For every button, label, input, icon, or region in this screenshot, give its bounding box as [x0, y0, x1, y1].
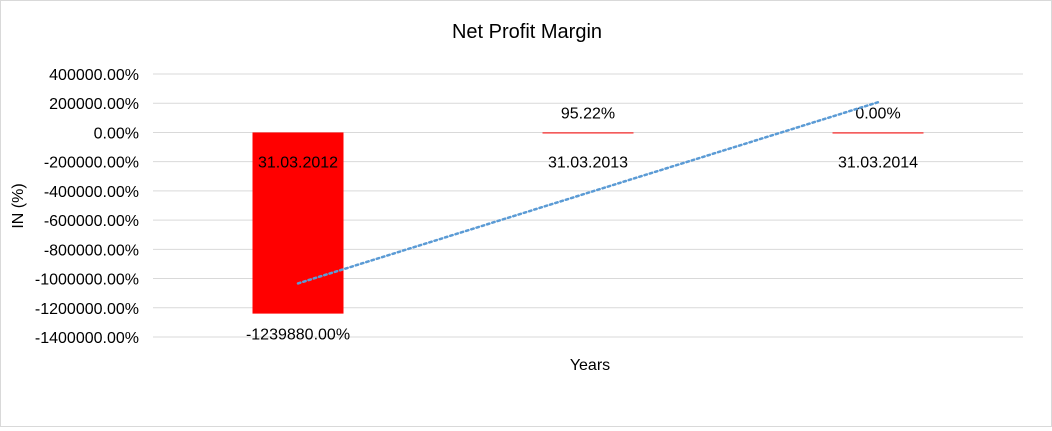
trendline-group — [296, 100, 880, 285]
category-labels: 31.03.2012 31.03.2013 31.03.2014 — [258, 154, 918, 171]
data-label: 0.00% — [855, 105, 900, 122]
data-label: -1239880.00% — [246, 327, 350, 344]
data-label: 95.22% — [561, 105, 615, 122]
chart-title: Net Profit Margin — [452, 21, 602, 43]
category-label: 31.03.2014 — [838, 154, 918, 171]
bar — [832, 132, 924, 134]
y-tick-label: 200000.00% — [49, 96, 139, 113]
y-tick-label: -200000.00% — [44, 155, 139, 172]
category-label: 31.03.2012 — [258, 154, 338, 171]
y-tick-label: -800000.00% — [44, 242, 139, 259]
y-tick-label: -1000000.00% — [35, 272, 139, 289]
y-axis-ticks: 400000.00% 200000.00% 0.00% -200000.00% -400… — [35, 67, 139, 347]
y-tick-label: -600000.00% — [44, 213, 139, 230]
y-tick-label: 400000.00% — [49, 67, 139, 84]
y-tick-label: -1400000.00% — [35, 330, 139, 347]
y-axis-title: IN (%) — [10, 183, 27, 228]
x-axis-title: Years — [570, 357, 610, 374]
data-labels: -1239880.00% 95.22% 0.00% — [246, 105, 901, 343]
y-tick-label: -400000.00% — [44, 184, 139, 201]
trendline — [296, 100, 880, 285]
y-tick-label: 0.00% — [94, 125, 139, 142]
category-label: 31.03.2013 — [548, 154, 628, 171]
bar — [542, 132, 634, 134]
y-tick-label: -1200000.00% — [35, 301, 139, 318]
